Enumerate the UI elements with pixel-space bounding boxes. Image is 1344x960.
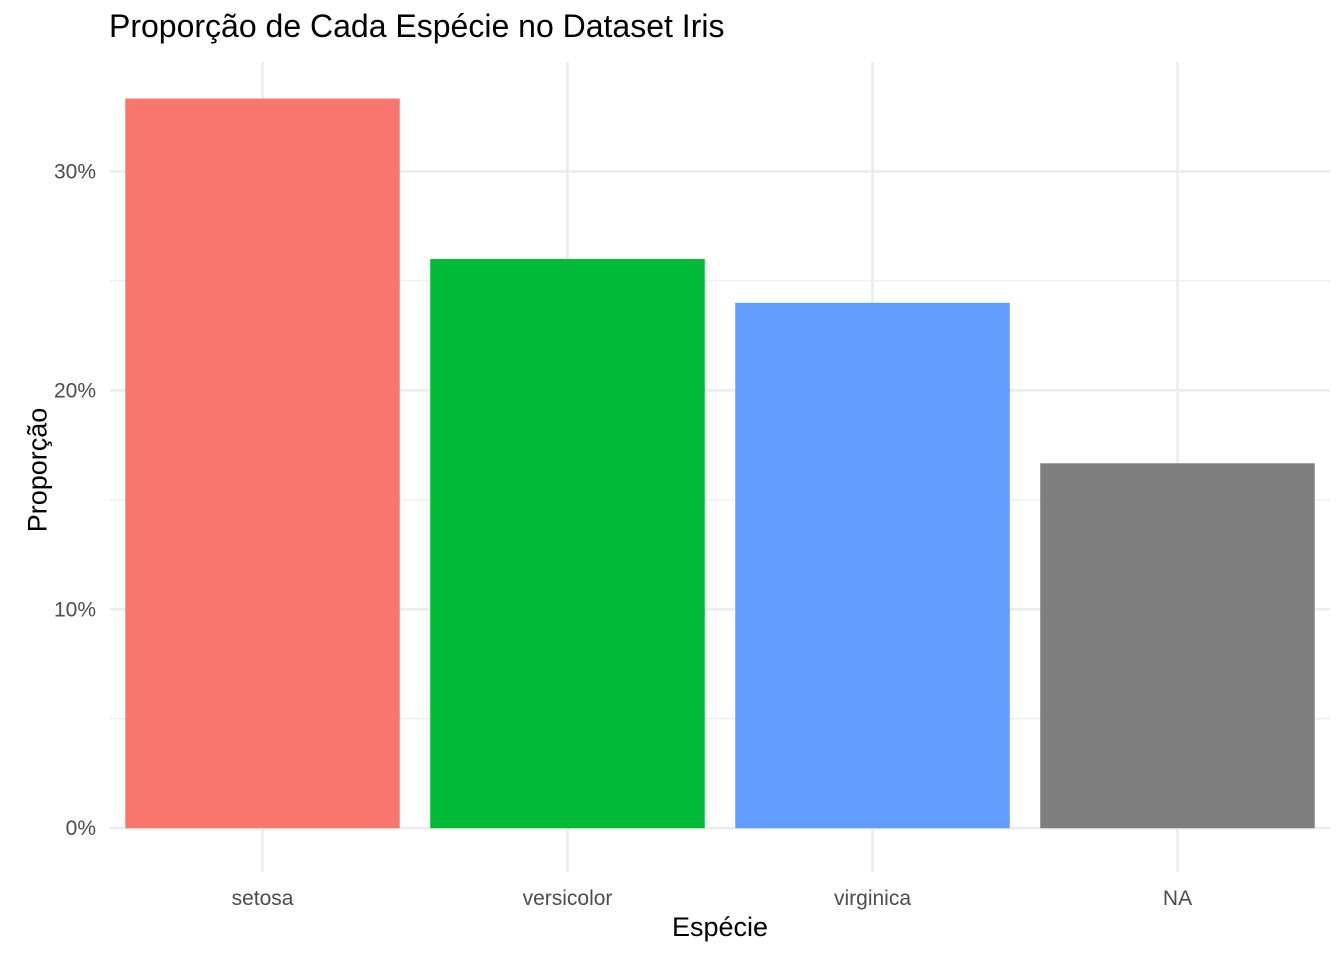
x-tick-label: virginica [834,887,911,910]
x-axis-title: Espécie [671,912,769,942]
bar-na [1040,463,1315,829]
chart-title: Proporção de Cada Espécie no Dataset Iri… [109,8,725,44]
y-tick-label: 30% [54,160,96,183]
y-axis-title: Proporção [22,407,53,533]
y-tick-label: 20% [54,379,96,402]
bar-versicolor [430,259,705,829]
x-tick-label: NA [1163,887,1192,910]
x-tick-label: versicolor [523,887,613,910]
y-tick-label: 0% [66,817,96,840]
y-tick-label: 10% [54,598,96,621]
bar-setosa [125,98,400,829]
bar-virginica [735,302,1010,829]
x-tick-label: setosa [232,887,294,910]
